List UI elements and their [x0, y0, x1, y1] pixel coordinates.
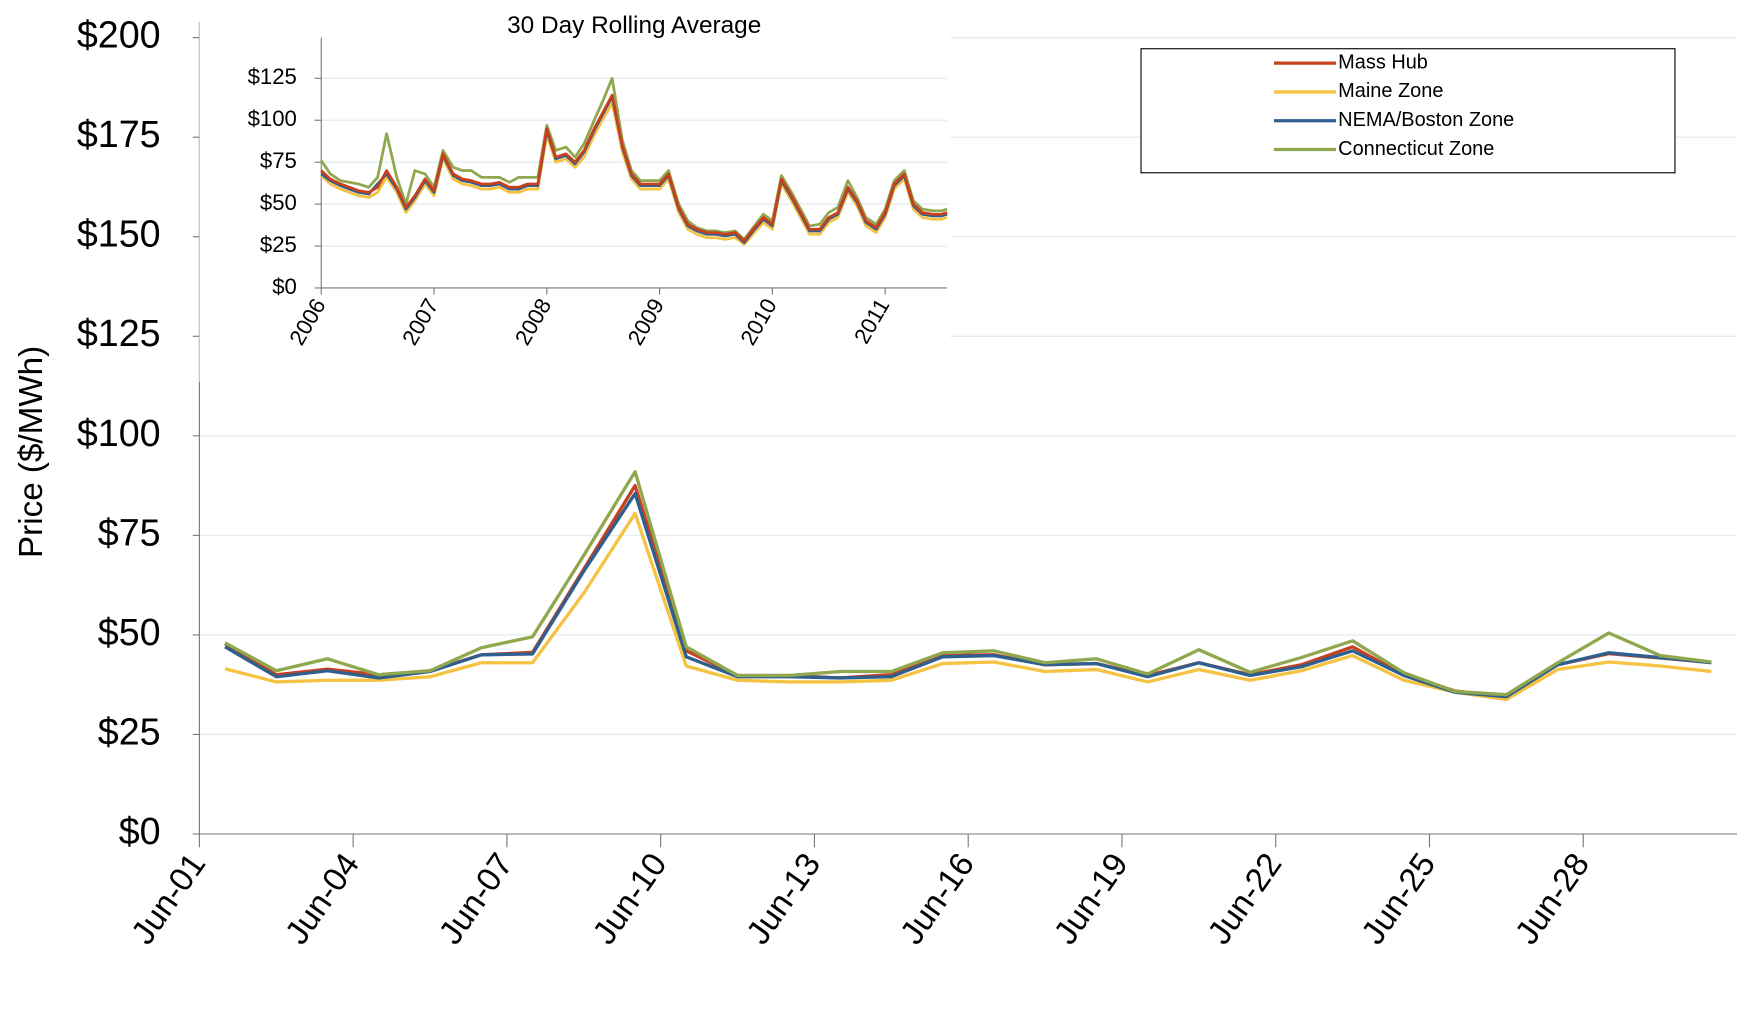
y-tick-label: $100 — [248, 106, 297, 131]
x-tick-label: Jun-04 — [278, 847, 367, 951]
chart-title: 30 Day Rolling Average — [507, 12, 761, 39]
x-tick-label: Jun-07 — [432, 847, 521, 951]
y-tick-label: $25 — [98, 710, 161, 752]
legend-label: NEMA/Boston Zone — [1338, 109, 1514, 131]
x-tick-label: Jun-22 — [1201, 847, 1290, 951]
series-line — [224, 470, 1712, 697]
y-tick-label: $200 — [77, 14, 161, 56]
y-tick-label: $75 — [260, 148, 297, 173]
x-tick-label: Jun-28 — [1508, 847, 1597, 951]
legend-label: Mass Hub — [1338, 51, 1428, 73]
y-tick-label: $150 — [77, 213, 161, 255]
y-tick-label: $25 — [260, 232, 297, 257]
y-axis-label: Price ($/MWh) — [13, 346, 50, 558]
legend-label: Maine Zone — [1338, 80, 1443, 102]
x-tick-label: Jun-16 — [893, 847, 982, 951]
y-tick-label: $125 — [248, 64, 297, 89]
y-tick-label: $50 — [98, 611, 161, 653]
series-line — [320, 93, 948, 243]
y-tick-label: $0 — [272, 274, 297, 299]
series-line — [320, 76, 948, 241]
y-tick-label: $175 — [77, 113, 161, 155]
y-tick-label: $0 — [119, 810, 161, 852]
x-tick-label: Jun-19 — [1047, 847, 1136, 951]
legend-label: Connecticut Zone — [1338, 138, 1494, 160]
y-tick-label: $50 — [260, 190, 297, 215]
x-tick-label: Jun-13 — [740, 847, 829, 951]
series-line — [224, 511, 1712, 702]
x-tick-label: Jun-01 — [125, 847, 214, 951]
legend-box — [1140, 48, 1676, 174]
x-tick-label: Jun-10 — [586, 847, 675, 951]
y-tick-label: $100 — [77, 412, 161, 454]
inset-background — [199, 0, 951, 383]
x-tick-label: Jun-25 — [1355, 847, 1444, 951]
y-tick-label: $125 — [77, 312, 161, 354]
series-line — [224, 491, 1712, 699]
y-tick-label: $75 — [98, 511, 161, 553]
